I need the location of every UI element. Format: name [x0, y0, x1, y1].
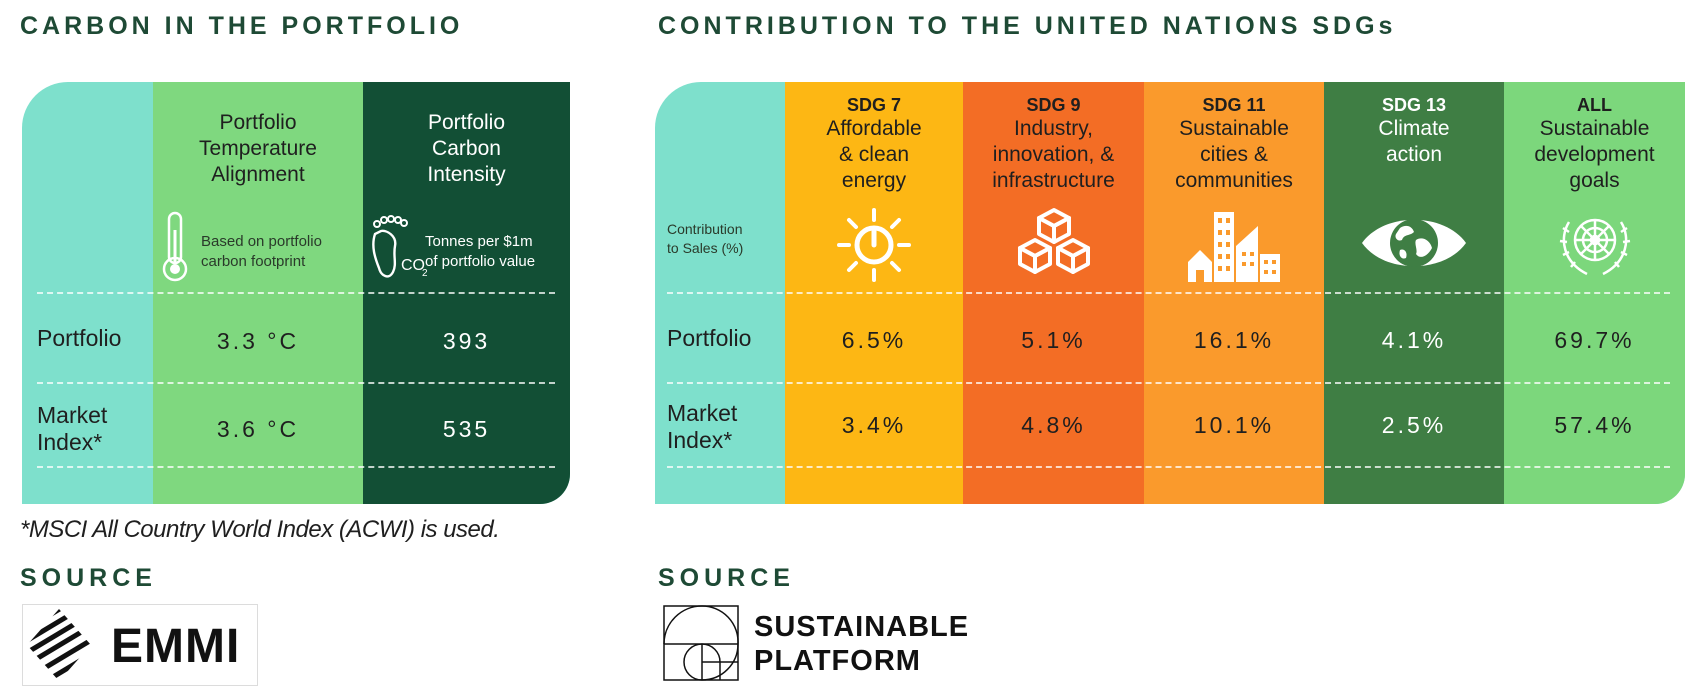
sdg-code: SDG 13	[1381, 95, 1447, 115]
logo-line: PLATFORM	[754, 645, 921, 677]
sdg11-index-value: 10.1%	[1193, 412, 1275, 438]
header-line: cities &	[1200, 143, 1268, 166]
header-line: energy	[841, 169, 907, 192]
all-sdgs-header: ALL Sustainable development goals	[1504, 94, 1685, 194]
header-line: development	[1534, 143, 1655, 166]
index-temperature-value: 3.6 °C	[216, 416, 300, 442]
contribution-header: Contribution to Sales (%)	[667, 220, 743, 258]
header-line: infrastructure	[992, 169, 1115, 192]
golden-spiral-mark	[663, 605, 739, 681]
svg-text:2: 2	[422, 268, 427, 279]
carbon-footnote: *MSCI All Country World Index (ACWI) is …	[20, 516, 500, 543]
header-line: goals	[1569, 169, 1620, 192]
portfolio-carbon-value: 393	[442, 328, 491, 354]
thermometer-icon	[157, 210, 193, 284]
carbon-source-label: SOURCE	[20, 564, 157, 592]
header-line: Climate	[1378, 117, 1450, 140]
sdg13-header: SDG 13 Climate action	[1324, 94, 1504, 168]
sustainable-platform-text: SUSTAINABLE PLATFORM	[754, 610, 969, 678]
logo-line: SUSTAINABLE	[754, 611, 970, 643]
sdg-section-title: CONTRIBUTION TO THE UNITED NATIONS SDGs	[658, 12, 1397, 40]
row-label-line: Index*	[37, 429, 103, 455]
emmi-logo: EMMI	[22, 604, 258, 686]
sdg-row-label-market-index: Market Index*	[667, 400, 737, 454]
divider	[37, 466, 555, 468]
header-line: action	[1385, 143, 1443, 166]
city-icon	[1186, 206, 1282, 284]
header-line: Intensity	[427, 163, 506, 186]
temperature-column-header: Portfolio Temperature Alignment	[153, 110, 363, 188]
divider	[667, 382, 1670, 384]
sdg-code: SDG 7	[846, 95, 902, 115]
carbon-footprint-icon: CO 2	[367, 210, 427, 288]
sdg7-index-value: 3.4%	[841, 412, 907, 438]
sdg13-portfolio-value: 4.1%	[1381, 327, 1447, 353]
portfolio-temperature-value: 3.3 °C	[216, 328, 300, 354]
header-line: Carbon	[432, 137, 501, 160]
header-line: Portfolio	[427, 111, 506, 134]
header-line: innovation, &	[992, 143, 1115, 166]
header-line: Alignment	[211, 163, 305, 186]
carbon-table: Portfolio Temperature Alignment Based on…	[22, 82, 570, 504]
note-line: carbon footprint	[201, 253, 306, 270]
sdg-code: SDG 11	[1202, 95, 1266, 115]
sdg-row-label-portfolio: Portfolio	[667, 325, 752, 351]
temperature-note: Based on portfolio carbon footprint	[201, 232, 322, 272]
row-label-line: Market	[667, 400, 738, 426]
header-line: Portfolio	[219, 111, 297, 134]
header-line: Sustainable	[1179, 117, 1289, 140]
note-line: of portfolio value	[425, 253, 536, 270]
sdg7-portfolio-value: 6.5%	[841, 327, 907, 353]
note-line: Based on portfolio	[201, 233, 322, 250]
all-sdgs-portfolio-value: 69.7%	[1554, 327, 1635, 353]
sdg-table: Contribution to Sales (%) SDG 7 Affordab…	[655, 82, 1685, 504]
sdg9-header: SDG 9 Industry, innovation, & infrastruc…	[963, 94, 1144, 194]
sun-power-icon	[836, 207, 912, 283]
divider	[667, 466, 1670, 468]
eye-globe-icon	[1360, 210, 1468, 276]
header-line: Affordable	[826, 117, 922, 140]
row-label-line: Index*	[667, 427, 733, 453]
carbon-section-title: CARBON IN THE PORTFOLIO	[20, 12, 464, 40]
all-sdgs-index-value: 57.4%	[1554, 412, 1635, 438]
carbon-row-label-market-index: Market Index*	[37, 402, 107, 456]
sdg-code: SDG 9	[1026, 95, 1081, 115]
index-carbon-value: 535	[442, 416, 491, 442]
sdg13-column: SDG 13 Climate action 4.1% 2.5%	[1324, 82, 1504, 504]
emmi-logo-mark	[27, 609, 91, 681]
row-label-line: Market	[37, 402, 108, 428]
header-line: Industry,	[1014, 117, 1093, 140]
sdg-source-label: SOURCE	[658, 564, 795, 592]
sdg9-index-value: 4.8%	[1021, 412, 1086, 438]
sustainable-platform-logo: SUSTAINABLE PLATFORM	[662, 604, 1002, 682]
sdg11-header: SDG 11 Sustainable cities & communities	[1144, 94, 1324, 194]
emmi-logo-text: EMMI	[111, 620, 241, 673]
sdg7-header: SDG 7 Affordable & clean energy	[785, 94, 963, 194]
carbon-intensity-note: Tonnes per $1m of portfolio value	[425, 232, 535, 272]
header-line: communities	[1175, 169, 1293, 192]
row-header-line: to Sales (%)	[667, 240, 744, 256]
cubes-icon	[1015, 206, 1093, 284]
row-header-line: Contribution	[667, 221, 743, 237]
header-line: Sustainable	[1539, 117, 1650, 140]
divider	[37, 382, 555, 384]
sdg13-index-value: 2.5%	[1381, 412, 1447, 438]
carbon-row-label-portfolio: Portfolio	[37, 325, 122, 351]
svg-text:CO: CO	[401, 257, 425, 274]
un-emblem-icon	[1557, 208, 1633, 280]
header-line: & clean	[838, 143, 910, 166]
carbon-intensity-header: Portfolio Carbon Intensity	[363, 110, 570, 188]
divider	[667, 292, 1670, 294]
note-line: Tonnes per $1m	[425, 233, 533, 250]
header-line: Temperature	[199, 137, 317, 160]
sdg9-portfolio-value: 5.1%	[1021, 327, 1086, 353]
divider	[37, 292, 555, 294]
sdg11-portfolio-value: 16.1%	[1193, 327, 1275, 353]
sdg-code: ALL	[1577, 95, 1612, 115]
